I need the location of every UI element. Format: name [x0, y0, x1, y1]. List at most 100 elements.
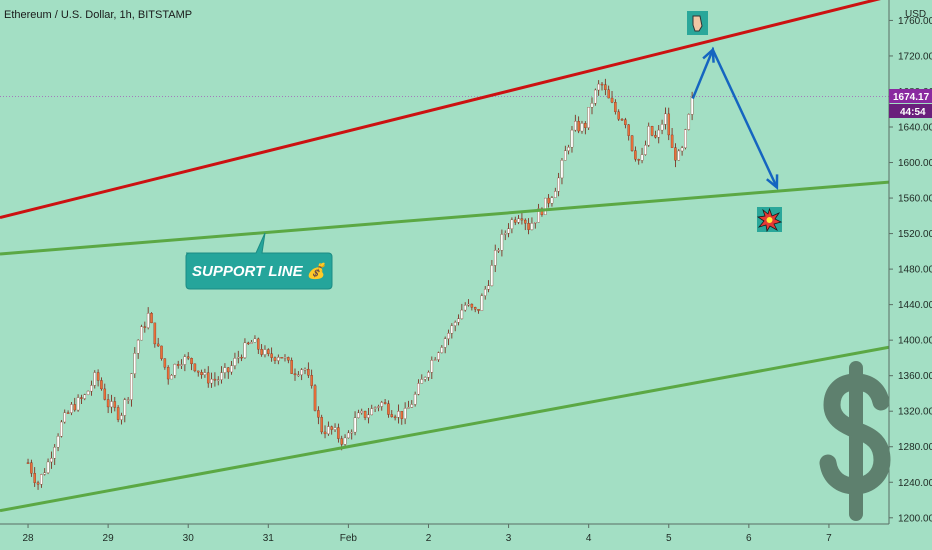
candle-up	[660, 124, 664, 131]
candle-up	[443, 338, 447, 348]
candle-up	[140, 326, 143, 341]
price-badges: 1674.17 44:54	[889, 89, 932, 118]
candle-up	[223, 367, 227, 373]
candle-down	[634, 150, 637, 160]
candle-up	[677, 150, 681, 161]
candle-up	[597, 83, 600, 91]
trend-lines[interactable]	[0, 0, 890, 513]
time-axis[interactable]: 28 29 30 31 Feb 2 3 4 5 6 7	[0, 523, 889, 544]
candle-up	[327, 426, 330, 435]
candle-up	[427, 372, 430, 378]
candle-down	[96, 372, 100, 381]
price-tick-label: 1200.00	[898, 513, 932, 524]
candle-down	[26, 462, 30, 464]
candle-up	[397, 411, 400, 418]
price-tick-label: 1240.00	[898, 478, 932, 489]
time-tick-label: 30	[183, 533, 195, 544]
candle-up	[580, 123, 584, 132]
candle-up	[86, 390, 90, 395]
candle-down	[470, 303, 474, 308]
candle-up	[263, 349, 267, 355]
price-tick-label: 1760.00	[898, 16, 932, 27]
candle-up	[370, 408, 374, 416]
dollar-watermark	[819, 361, 891, 521]
candle-down	[156, 343, 160, 347]
candle-up	[690, 97, 694, 115]
candle-down	[206, 372, 210, 384]
candle-up	[130, 373, 133, 400]
candle-down	[674, 147, 677, 161]
candle-down	[627, 124, 630, 136]
candle-up	[420, 379, 424, 384]
candle-down	[30, 462, 33, 474]
candle-up	[517, 218, 520, 223]
candle-down	[637, 159, 640, 161]
candle-down	[163, 358, 167, 368]
candle-down	[193, 363, 197, 372]
price-tick-label: 1280.00	[898, 442, 932, 453]
candle-down	[73, 404, 77, 411]
candle-down	[310, 375, 313, 386]
candle-down	[100, 380, 103, 390]
candle-up	[560, 160, 564, 179]
support-line[interactable]	[0, 180, 890, 256]
candle-down	[36, 482, 40, 485]
price-tick-label: 1600.00	[898, 158, 932, 169]
candle-up	[463, 305, 467, 311]
candle-up	[510, 219, 514, 229]
candle-down	[584, 123, 587, 128]
candle-down	[190, 358, 193, 365]
candle-down	[624, 119, 627, 125]
candle-up	[500, 234, 504, 251]
candle-up	[180, 364, 183, 366]
candle-down	[670, 134, 674, 148]
candle-up	[120, 415, 123, 420]
price-tick-label: 1720.00	[898, 51, 932, 62]
candle-up	[564, 150, 567, 161]
lower-channel-line[interactable]	[0, 345, 890, 513]
candle-up	[417, 383, 420, 395]
candle-down	[160, 345, 163, 359]
candle-up	[594, 89, 597, 104]
candle-down	[330, 426, 333, 430]
candle-down	[524, 219, 527, 224]
candle-up	[237, 356, 240, 359]
resistance-line[interactable]	[0, 0, 889, 220]
candle-up	[183, 356, 187, 365]
candle-up	[567, 146, 570, 151]
projection-arrowhead-up	[702, 47, 715, 63]
candle-up	[347, 432, 350, 439]
candle-up	[220, 372, 223, 380]
candle-up	[680, 147, 684, 152]
candle-down	[227, 367, 230, 373]
candle-down	[400, 411, 404, 419]
candle-up	[123, 399, 127, 416]
price-tick-label: 1400.00	[898, 336, 932, 347]
candle-up	[497, 250, 500, 252]
candle-down	[513, 219, 517, 223]
candle-up	[440, 347, 444, 353]
candle-up	[657, 129, 660, 138]
candle-down	[247, 342, 250, 345]
candle-down	[654, 135, 657, 138]
last-price-badge	[889, 89, 932, 103]
candle-up	[357, 412, 360, 418]
candle-up	[507, 228, 510, 234]
candle-down	[547, 197, 550, 204]
candle-up	[230, 365, 233, 373]
time-tick-label: 6	[746, 533, 752, 544]
candle-down	[363, 410, 367, 418]
candle-up	[430, 360, 434, 373]
support-line-callout[interactable]: SUPPORT LINE 💰	[185, 232, 333, 290]
candle-down	[280, 357, 283, 359]
candle-down	[213, 378, 217, 381]
candle-up	[590, 103, 594, 108]
candle-up	[60, 421, 63, 437]
price-axis[interactable]: USD 1200.00 1240.00 1280.00 1320.00 1360.00 1…	[888, 0, 932, 550]
candle-up	[550, 197, 554, 204]
candle-down	[273, 357, 277, 361]
candle-down	[390, 414, 394, 418]
candle-down	[383, 402, 387, 404]
candle-up	[110, 401, 113, 408]
